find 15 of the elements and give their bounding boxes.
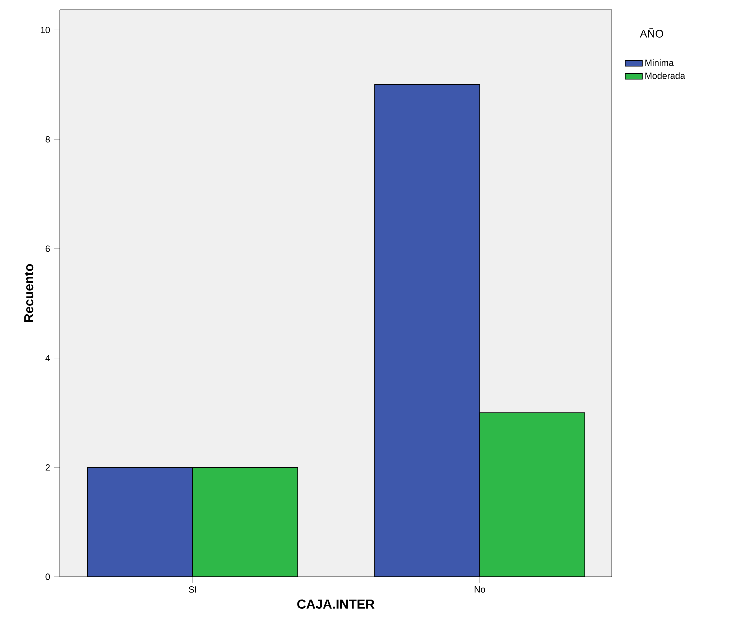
legend-label: Moderada — [646, 72, 686, 80]
y-tick-label: 6 — [46, 246, 50, 252]
legend-title: AÑO — [640, 28, 664, 38]
y-tick-label: 0 — [46, 574, 50, 580]
x-axis-title: CAJA.INTER — [298, 600, 375, 609]
x-tick-label: SI — [189, 586, 196, 593]
bar — [192, 467, 298, 577]
bar — [480, 412, 586, 577]
y-axis-title: Recuento — [24, 264, 34, 322]
x-tick-label: No — [474, 586, 486, 593]
y-tick-label: 8 — [46, 136, 50, 143]
y-tick-label: 10 — [41, 27, 50, 34]
y-tick-label: 4 — [46, 355, 50, 362]
legend-label: Minima — [646, 60, 674, 66]
y-tick-label: 2 — [46, 464, 50, 471]
